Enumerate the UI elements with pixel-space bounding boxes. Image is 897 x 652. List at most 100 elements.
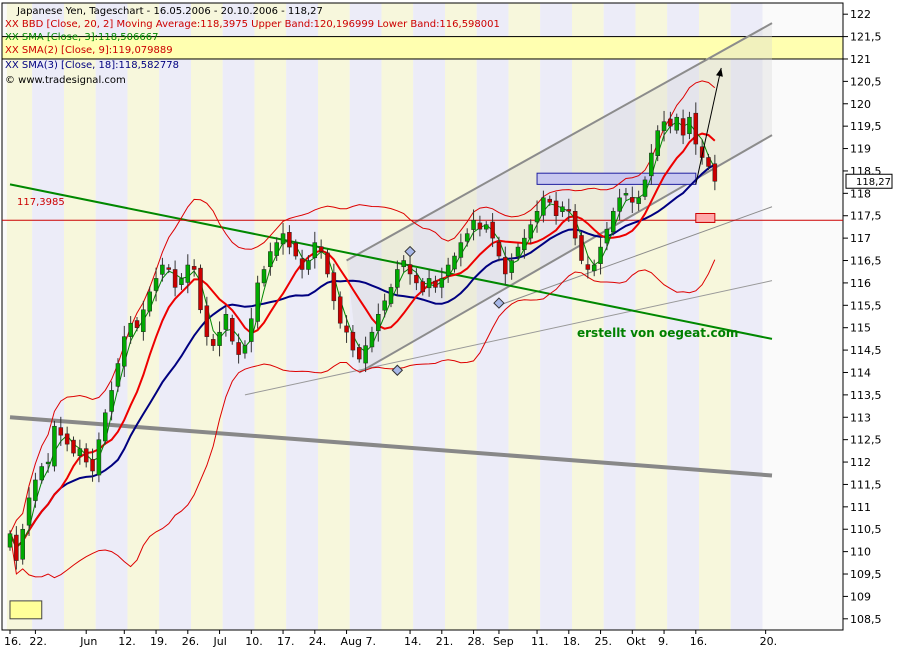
candle-down [172, 269, 178, 288]
y-tick-label: 114 [850, 366, 871, 379]
week-stripe [63, 3, 96, 630]
candle-down [357, 347, 362, 360]
y-tick-label: 121 [850, 53, 871, 66]
candle-up [541, 197, 546, 216]
candle-down [166, 267, 171, 270]
candle-down [325, 252, 330, 275]
candle-up [306, 260, 311, 270]
candle-down [630, 197, 635, 203]
candle-down [496, 241, 502, 257]
candle-up [642, 179, 648, 197]
x-tick-label: 25. [595, 635, 613, 648]
marks-layer [391, 67, 723, 376]
candle-down [547, 198, 552, 203]
background-layer [1, 2, 844, 631]
candle-up [255, 282, 260, 322]
last-price-label: 118,27 [856, 177, 891, 188]
y-tick-label: 121,5 [850, 31, 882, 44]
candle-up [445, 264, 451, 276]
candle-down [566, 209, 572, 212]
y-tick-label: 110 [850, 546, 871, 559]
y-tick-label: 109,5 [850, 568, 882, 581]
week-stripe [32, 3, 64, 630]
trend-channel-fill [346, 23, 772, 373]
bollinger-upper [9, 80, 716, 534]
y-tick-label: 120 [850, 98, 871, 111]
candle-down [579, 235, 584, 261]
legend-bbd: XX BBD [Close, 20, 2] Moving Average:118… [5, 19, 500, 30]
candle-up [153, 278, 159, 291]
week-stripe [317, 3, 350, 630]
candle-down [287, 232, 292, 248]
x-tick-label: 17. [277, 635, 295, 648]
week-stripe [444, 3, 477, 630]
candles-layer [7, 102, 718, 570]
x-tick-label: 12. [118, 635, 136, 648]
candle-up [661, 121, 667, 131]
x-tick-label: Jul [213, 635, 227, 648]
candle-up [509, 260, 514, 273]
candle-up [376, 314, 381, 332]
sma-9-line [9, 132, 716, 549]
candle-down [293, 242, 298, 257]
week-stripe [508, 3, 541, 630]
y-tick-label: 110,5 [850, 523, 882, 536]
candle-up [484, 224, 489, 230]
candle-up [623, 193, 629, 196]
x-tick-label: Jun [79, 635, 97, 648]
candle-down [433, 280, 438, 288]
week-stripe [381, 3, 414, 630]
bollinger-layer [9, 80, 716, 579]
candle-up [611, 211, 616, 233]
candle-down [210, 339, 216, 346]
candle-down [572, 211, 578, 239]
x-tick-label: 16. [690, 635, 708, 648]
candle-up [45, 461, 51, 465]
candle-down [344, 325, 349, 333]
candle-up [426, 278, 432, 289]
candle-down [71, 439, 76, 454]
x-tick-label: 21. [436, 635, 454, 648]
candle-up [185, 264, 191, 283]
y-tick-label: 108,5 [850, 613, 882, 626]
x-tick-label: 22. [29, 635, 47, 648]
candle-up [52, 425, 57, 467]
week-stripe [95, 3, 128, 630]
target-arrow [695, 67, 722, 185]
candle-up [591, 264, 597, 272]
y-tick-label: 114,5 [850, 344, 882, 357]
y-tick-label: 115,5 [850, 299, 882, 312]
moving-average-layer [9, 121, 716, 549]
candle-up [96, 439, 102, 476]
x-tick-label: 10. [245, 635, 262, 648]
candle-up [636, 197, 641, 204]
candle-up [458, 242, 464, 258]
candle-up [33, 479, 38, 501]
x-tick-label: 20. [760, 635, 778, 648]
y-tick-label: 117 [850, 232, 871, 245]
y-tick-label: 115 [850, 322, 871, 335]
candle-down [693, 112, 699, 145]
candle-down [134, 320, 140, 328]
candle-up [471, 219, 476, 230]
candle-up [617, 197, 622, 212]
y-tick-label: 113,5 [850, 389, 882, 402]
x-tick-label: 9. [658, 635, 669, 648]
candle-down [64, 433, 70, 445]
last-price-box [845, 173, 893, 189]
x-tick-label: 16. [4, 635, 22, 648]
candle-up [388, 287, 394, 304]
candle-up [77, 448, 83, 457]
candle-up [261, 269, 267, 284]
candle-down [331, 272, 337, 302]
x-tick-label: Sep [493, 635, 514, 648]
candle-up [217, 331, 222, 346]
candle-up [223, 314, 229, 330]
candle-up [464, 233, 470, 242]
sma-3-line [9, 121, 716, 548]
x-tick-label: Aug 7. [341, 635, 376, 648]
candle-up [7, 533, 13, 548]
y-tick-label: 116,5 [850, 255, 882, 268]
